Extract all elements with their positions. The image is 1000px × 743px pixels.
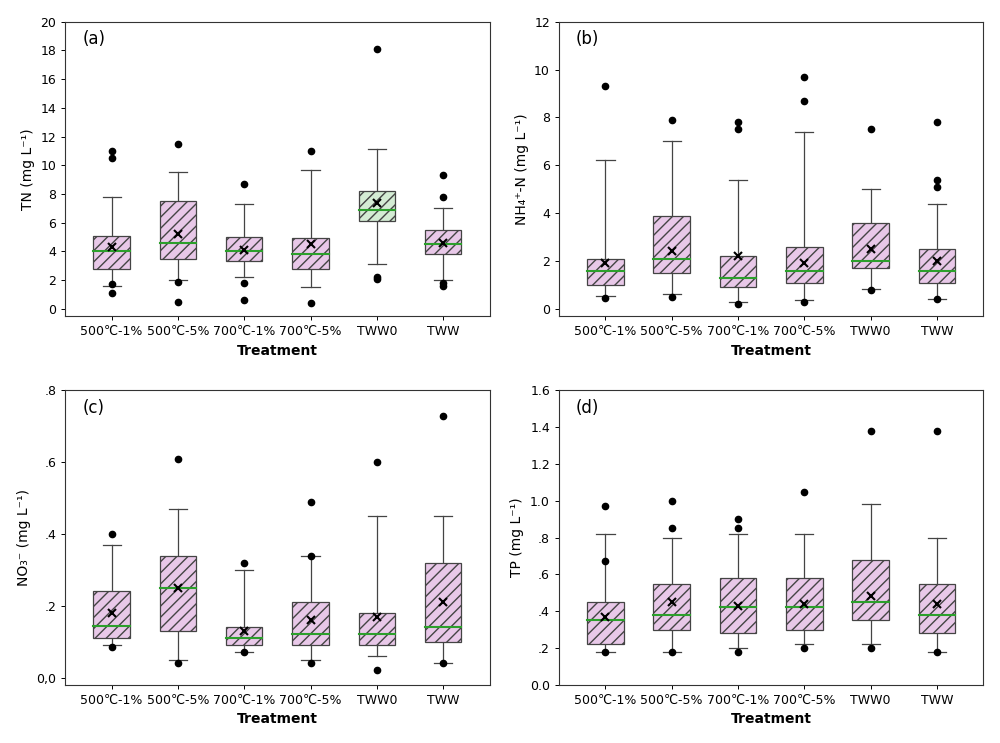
- Bar: [852, 559, 889, 620]
- Bar: [653, 215, 690, 273]
- Bar: [786, 578, 823, 629]
- Y-axis label: NO₃⁻ (mg L⁻¹): NO₃⁻ (mg L⁻¹): [17, 489, 31, 586]
- X-axis label: Treatment: Treatment: [237, 343, 318, 357]
- Bar: [93, 591, 130, 638]
- Y-axis label: TP (mg L⁻¹): TP (mg L⁻¹): [510, 498, 524, 577]
- Bar: [226, 627, 262, 645]
- Bar: [292, 239, 329, 269]
- Bar: [720, 256, 756, 288]
- Bar: [587, 259, 624, 285]
- Text: (b): (b): [576, 30, 599, 48]
- Bar: [587, 602, 624, 644]
- Bar: [720, 578, 756, 633]
- Bar: [359, 191, 395, 221]
- Bar: [425, 230, 461, 254]
- Text: (c): (c): [82, 399, 104, 418]
- Bar: [653, 583, 690, 629]
- Text: (a): (a): [82, 30, 105, 48]
- Bar: [425, 562, 461, 642]
- X-axis label: Treatment: Treatment: [731, 343, 812, 357]
- Bar: [93, 236, 130, 269]
- Bar: [160, 201, 196, 259]
- Y-axis label: TN (mg L⁻¹): TN (mg L⁻¹): [21, 128, 35, 210]
- Bar: [852, 223, 889, 268]
- Bar: [786, 247, 823, 282]
- Bar: [160, 556, 196, 631]
- X-axis label: Treatment: Treatment: [731, 713, 812, 727]
- Bar: [919, 249, 955, 282]
- Bar: [226, 237, 262, 262]
- X-axis label: Treatment: Treatment: [237, 713, 318, 727]
- Y-axis label: NH₄⁺-N (mg L⁻¹): NH₄⁺-N (mg L⁻¹): [515, 113, 529, 224]
- Text: (d): (d): [576, 399, 599, 418]
- Bar: [919, 583, 955, 633]
- Bar: [292, 602, 329, 645]
- Bar: [359, 613, 395, 645]
